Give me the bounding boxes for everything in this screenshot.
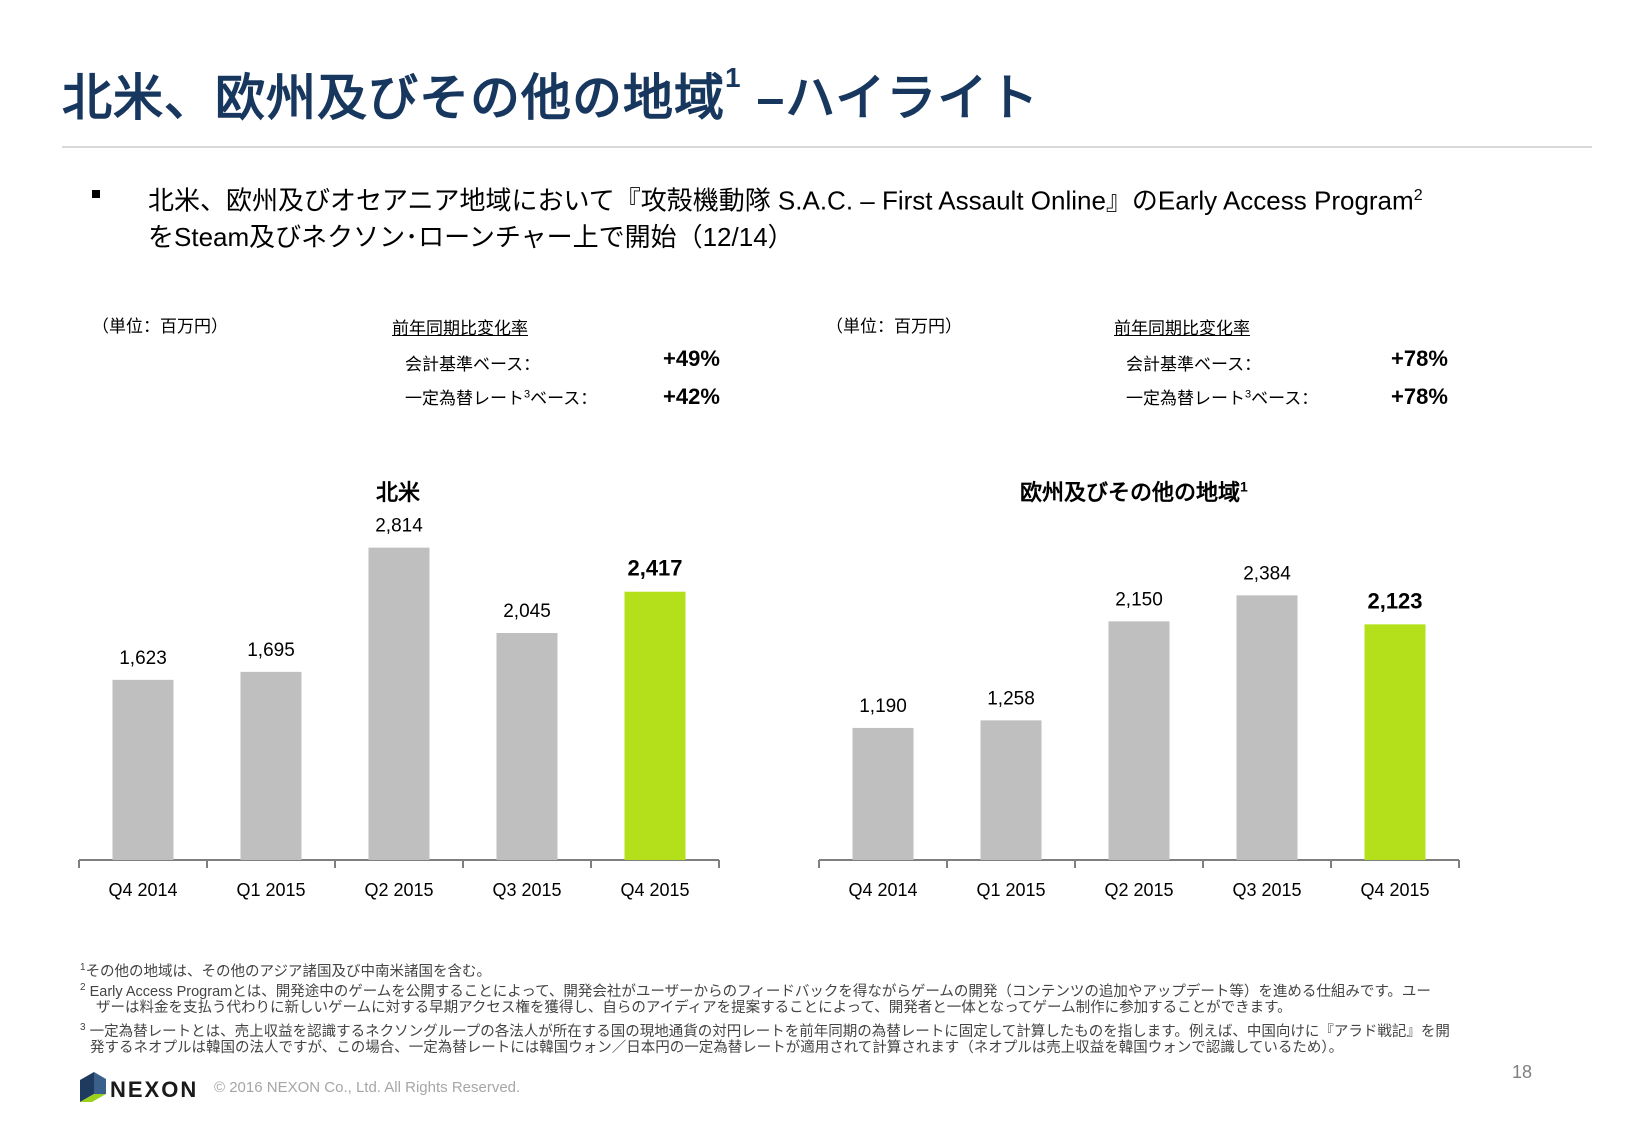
na-category-label: Q4 2015 bbox=[620, 880, 689, 900]
footnote-3-continued: 発するネオプルは韓国の法人ですが、この場合、一定為替レートには韓国ウォン／日本円… bbox=[90, 1040, 1344, 1056]
page-title: 北米、欧州及びその他の地域1 –ハイライト bbox=[62, 58, 1039, 130]
europe-other-bar-chart: 1,190 Q4 2014 1,258 Q1 2015 2,150 Q2 2015 2,38… bbox=[818, 563, 1460, 900]
eu-category-label: Q4 2015 bbox=[1360, 880, 1429, 900]
yoy-header-left: 前年同期比変化率 bbox=[392, 319, 528, 338]
bullet-square-icon bbox=[92, 190, 100, 198]
page-title-text: 北米、欧州及びその他の地域 bbox=[62, 70, 725, 126]
footnote-1-text: その他の地域は、その他のアジア諸国及び中南米諸国を含む。 bbox=[85, 963, 491, 980]
footnote-3-number: 3 bbox=[80, 1022, 86, 1033]
eu-category-label: Q1 2015 bbox=[976, 880, 1045, 900]
bullet-line-1: 北米、欧州及びオセアニア地域において『攻殻機動隊 S.A.C. – First … bbox=[148, 178, 1568, 219]
eu-category-label: Q3 2015 bbox=[1232, 880, 1301, 900]
na-category-label: Q4 2014 bbox=[108, 880, 177, 900]
eu-value-label: 2,384 bbox=[1243, 563, 1291, 584]
yoy-accounting-label-left: 会計基準ベース： bbox=[405, 355, 541, 374]
na-category-label: Q1 2015 bbox=[236, 880, 305, 900]
eu-bar-q3-2015 bbox=[1236, 595, 1298, 860]
page-title-footnote-ref: 1 bbox=[725, 62, 742, 93]
eu-bar-q2-2015 bbox=[1108, 621, 1170, 860]
na-value-label: 1,623 bbox=[119, 648, 167, 669]
na-bar-q2-2015 bbox=[368, 547, 430, 860]
highlight-bullet: 北米、欧州及びオセアニア地域において『攻殻機動隊 S.A.C. – First … bbox=[148, 178, 1568, 255]
footnote-2-text-a: Early Access Programとは、開発途中のゲームを公開することによ… bbox=[89, 983, 1431, 1000]
yoy-accounting-value-right: +78% bbox=[1391, 346, 1448, 371]
yoy-constant-value-right: +78% bbox=[1391, 384, 1448, 409]
chart-title-north-america: 北米 bbox=[376, 480, 421, 505]
bullet-line-2: をSteam及びネクソン･ローンチャー上で開始（12/14） bbox=[148, 221, 794, 252]
yoy-accounting-label-right: 会計基準ベース： bbox=[1126, 355, 1262, 374]
yoy-constant-label-right-pre: 一定為替レート bbox=[1126, 389, 1245, 408]
yoy-constant-label-right-post: ベース： bbox=[1251, 389, 1319, 408]
yoy-constant-label-left-post: ベース： bbox=[530, 389, 598, 408]
footnote-3: 3 一定為替レートとは、売上収益を認識するネクソングループの各法人が所在する国の… bbox=[80, 1018, 1450, 1042]
yoy-accounting-value-left: +49% bbox=[663, 346, 720, 371]
eu-bar-q1-2015 bbox=[980, 720, 1042, 860]
page-title-suffix: –ハイライト bbox=[741, 70, 1040, 126]
na-value-label: 1,695 bbox=[247, 640, 295, 661]
yoy-constant-label-left: 一定為替レート3ベース： bbox=[405, 384, 597, 409]
yoy-constant-label-right: 一定為替レート3ベース： bbox=[1126, 384, 1318, 409]
page-number: 18 bbox=[1512, 1062, 1533, 1082]
footnote-2: 2 Early Access Programとは、開発途中のゲームを公開すること… bbox=[80, 978, 1431, 1002]
na-bar-q4-2014 bbox=[112, 679, 174, 860]
na-value-label: 2,045 bbox=[503, 601, 551, 622]
nexon-logo-icon bbox=[80, 1072, 106, 1102]
copyright: © 2016 NEXON Co., Ltd. All Rights Reserv… bbox=[214, 1079, 521, 1096]
eu-value-label: 1,258 bbox=[987, 688, 1035, 709]
north-america-bar-chart: 1,623 Q4 2014 1,695 Q1 2015 2,814 Q2 2015 2,04… bbox=[78, 516, 720, 900]
footnote-3-text-a: 一定為替レートとは、売上収益を認識するネクソングループの各法人が所在する国の現地… bbox=[89, 1023, 1450, 1040]
unit-label-right: （単位：百万円） bbox=[826, 317, 962, 336]
na-value-label: 2,814 bbox=[375, 516, 423, 537]
eu-bar-q4-2014 bbox=[852, 727, 914, 860]
na-bar-q3-2015 bbox=[496, 633, 558, 860]
footnote-1: 1その他の地域は、その他のアジア諸国及び中南米諸国を含む。 bbox=[80, 958, 491, 982]
yoy-constant-value-left: +42% bbox=[663, 384, 720, 409]
chart-title-europe-other-text: 欧州及びその他の地域 bbox=[1020, 480, 1241, 505]
eu-value-label: 2,150 bbox=[1115, 589, 1163, 610]
na-bar-q4-2015 bbox=[624, 591, 686, 860]
footnote-2-number: 2 bbox=[80, 982, 86, 993]
na-value-label: 2,417 bbox=[627, 556, 682, 581]
eu-category-label: Q2 2015 bbox=[1104, 880, 1173, 900]
nexon-logo-text: NEXON bbox=[110, 1077, 199, 1102]
chart-title-europe-other-ref: 1 bbox=[1240, 478, 1248, 495]
yoy-constant-label-right-ref: 3 bbox=[1245, 388, 1252, 401]
footnote-1-number: 1 bbox=[80, 962, 86, 973]
title-divider bbox=[62, 146, 1592, 148]
eu-value-label: 1,190 bbox=[859, 696, 907, 717]
na-category-label: Q2 2015 bbox=[364, 880, 433, 900]
yoy-header-right: 前年同期比変化率 bbox=[1114, 319, 1250, 338]
unit-label-left: （単位：百万円） bbox=[92, 317, 228, 336]
yoy-constant-label-left-ref: 3 bbox=[524, 388, 531, 401]
na-bar-q1-2015 bbox=[240, 671, 302, 860]
na-category-label: Q3 2015 bbox=[492, 880, 561, 900]
footnote-2-continued: ザーは料金を支払う代わりに新しいゲームに対する早期アクセス権を獲得し、自らのアイ… bbox=[96, 1000, 1292, 1016]
bullet-footnote-ref: 2 bbox=[1413, 187, 1423, 204]
eu-value-label: 2,123 bbox=[1367, 588, 1422, 613]
bullet-line-1-text: 北米、欧州及びオセアニア地域において『攻殻機動隊 S.A.C. – First … bbox=[148, 185, 1414, 216]
eu-bar-q4-2015 bbox=[1364, 624, 1426, 860]
chart-title-europe-other: 欧州及びその他の地域1 bbox=[1020, 475, 1248, 507]
eu-category-label: Q4 2014 bbox=[848, 880, 917, 900]
yoy-constant-label-left-pre: 一定為替レート bbox=[405, 389, 524, 408]
